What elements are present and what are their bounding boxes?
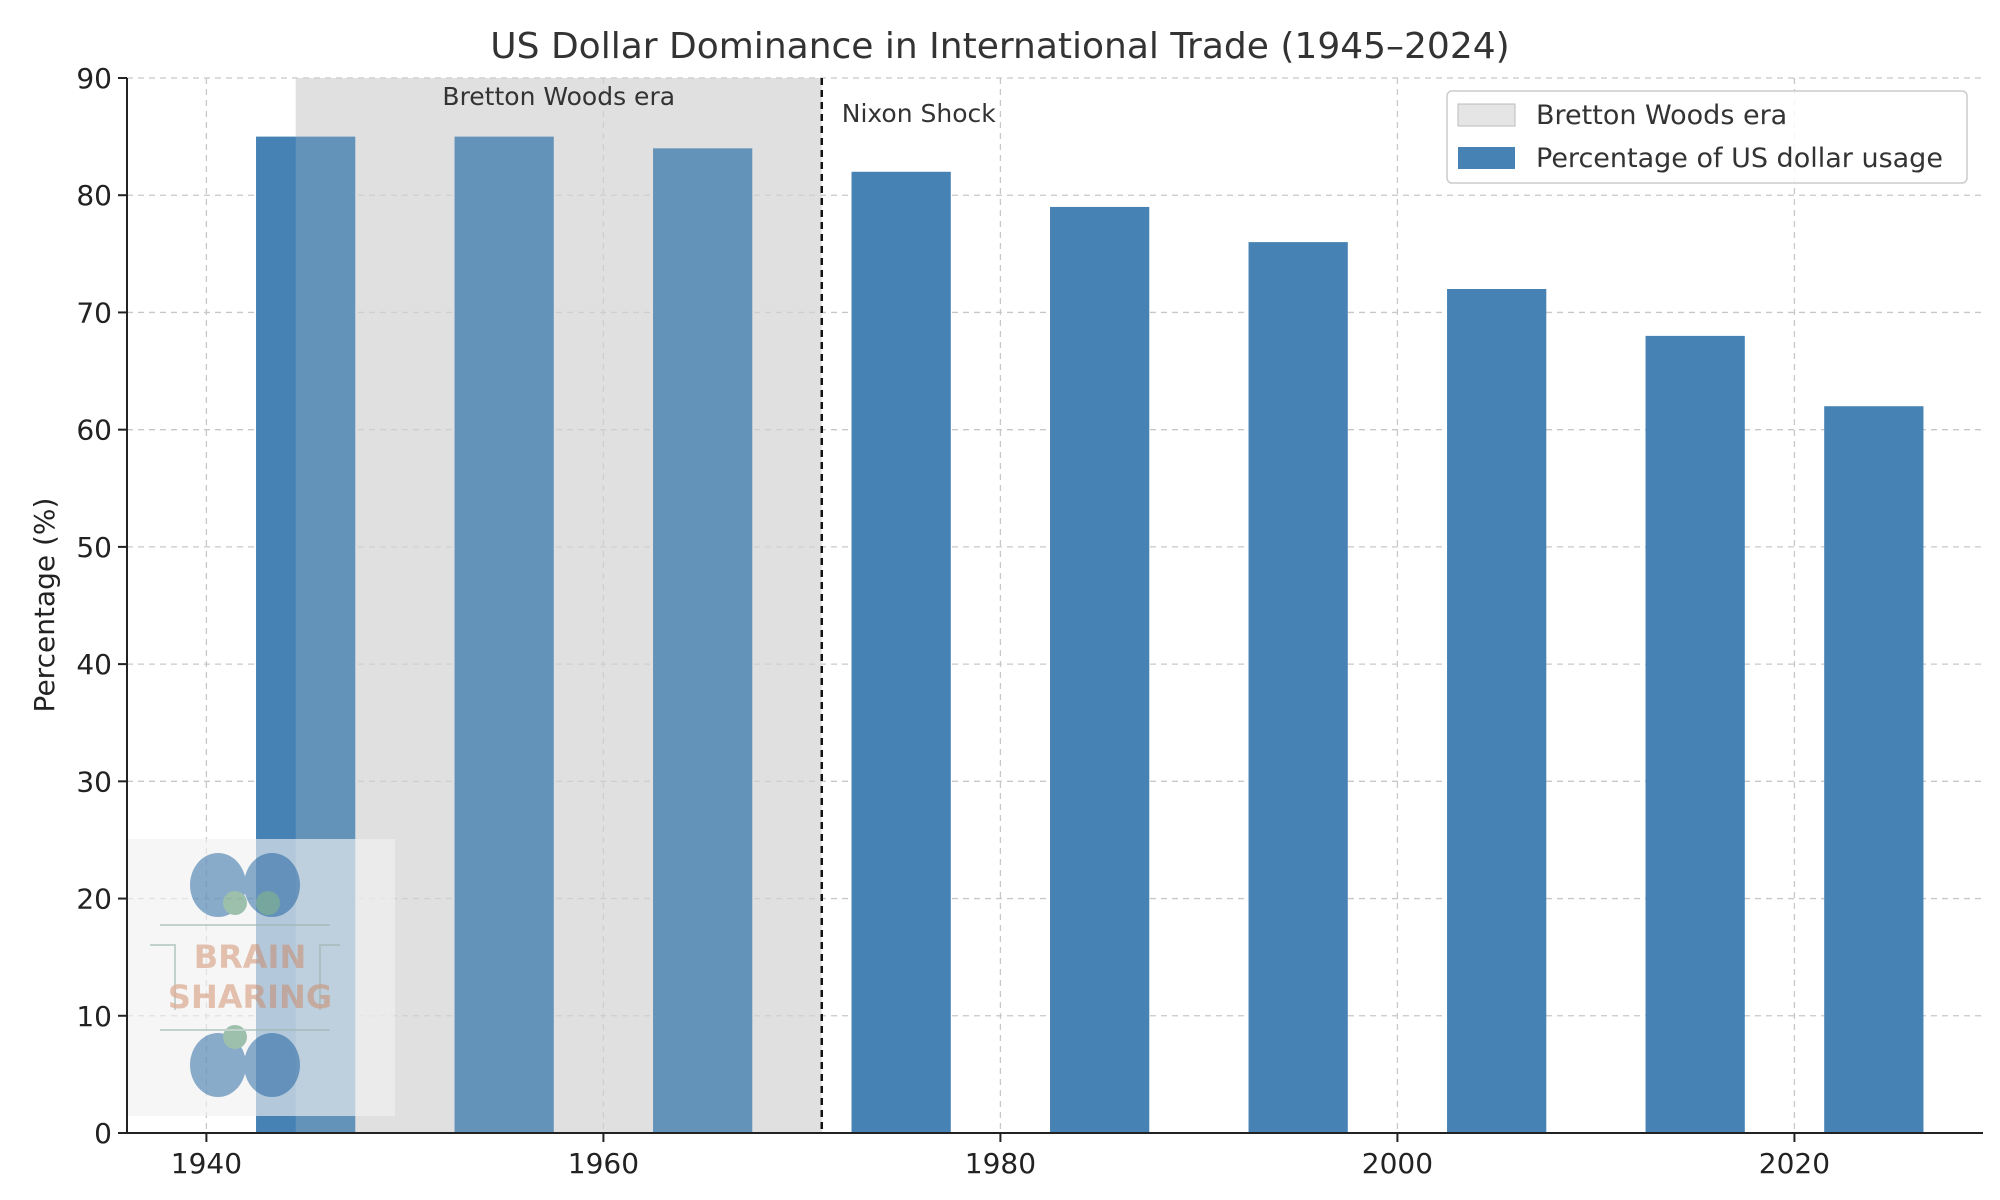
y-tick-label: 40: [76, 648, 112, 681]
y-tick-label: 90: [76, 62, 112, 95]
x-tick-label: 1940: [171, 1147, 242, 1180]
y-tick-label: 70: [76, 296, 112, 329]
y-tick-label: 10: [76, 1000, 112, 1033]
nixon-shock-label: Nixon Shock: [842, 99, 997, 128]
y-tick-label: 50: [76, 531, 112, 564]
legend-swatch-bretton-woods: [1457, 103, 1516, 127]
watermark-line-1: BRAIN: [194, 938, 306, 976]
y-ticks: 0 10 20 30 40 50 60 70 80 90: [76, 62, 127, 1150]
y-tick-label: 80: [76, 179, 112, 212]
x-ticks: 1940 1960 1980 2000 2020: [171, 1133, 1830, 1180]
y-axis-label: Percentage (%): [28, 498, 61, 713]
legend: Bretton Woods era Percentage of US dolla…: [1446, 90, 1968, 184]
brain-icon: [190, 853, 300, 1097]
bar-1985: [1050, 206, 1150, 1133]
legend-swatch-usd-usage: [1458, 147, 1515, 169]
chart-title: US Dollar Dominance in International Tra…: [490, 26, 1509, 67]
watermark-logo: BRAIN SHARING: [127, 839, 395, 1116]
bar-1955: [454, 136, 554, 1134]
legend-label-bretton-woods: Bretton Woods era: [1536, 100, 1787, 131]
bar-1995: [1248, 242, 1348, 1134]
bar-1965: [653, 148, 753, 1134]
y-tick-label: 0: [94, 1117, 112, 1150]
y-tick-label: 30: [76, 765, 112, 798]
x-tick-label: 1960: [568, 1147, 639, 1180]
bar-2015: [1645, 335, 1745, 1133]
x-tick-label: 1980: [965, 1147, 1036, 1180]
legend-label-usd-usage: Percentage of US dollar usage: [1536, 143, 1943, 174]
y-tick-label: 60: [76, 414, 112, 447]
bar-2005: [1447, 289, 1547, 1133]
bar-1975: [851, 171, 951, 1133]
bars: [256, 78, 1924, 1134]
watermark-line-2: SHARING: [168, 978, 332, 1016]
x-tick-label: 2000: [1362, 1147, 1433, 1180]
y-tick-label: 20: [76, 883, 112, 916]
x-tick-label: 2020: [1759, 1147, 1830, 1180]
bar-2024: [1824, 406, 1924, 1133]
bretton-woods-label: Bretton Woods era: [442, 82, 675, 111]
